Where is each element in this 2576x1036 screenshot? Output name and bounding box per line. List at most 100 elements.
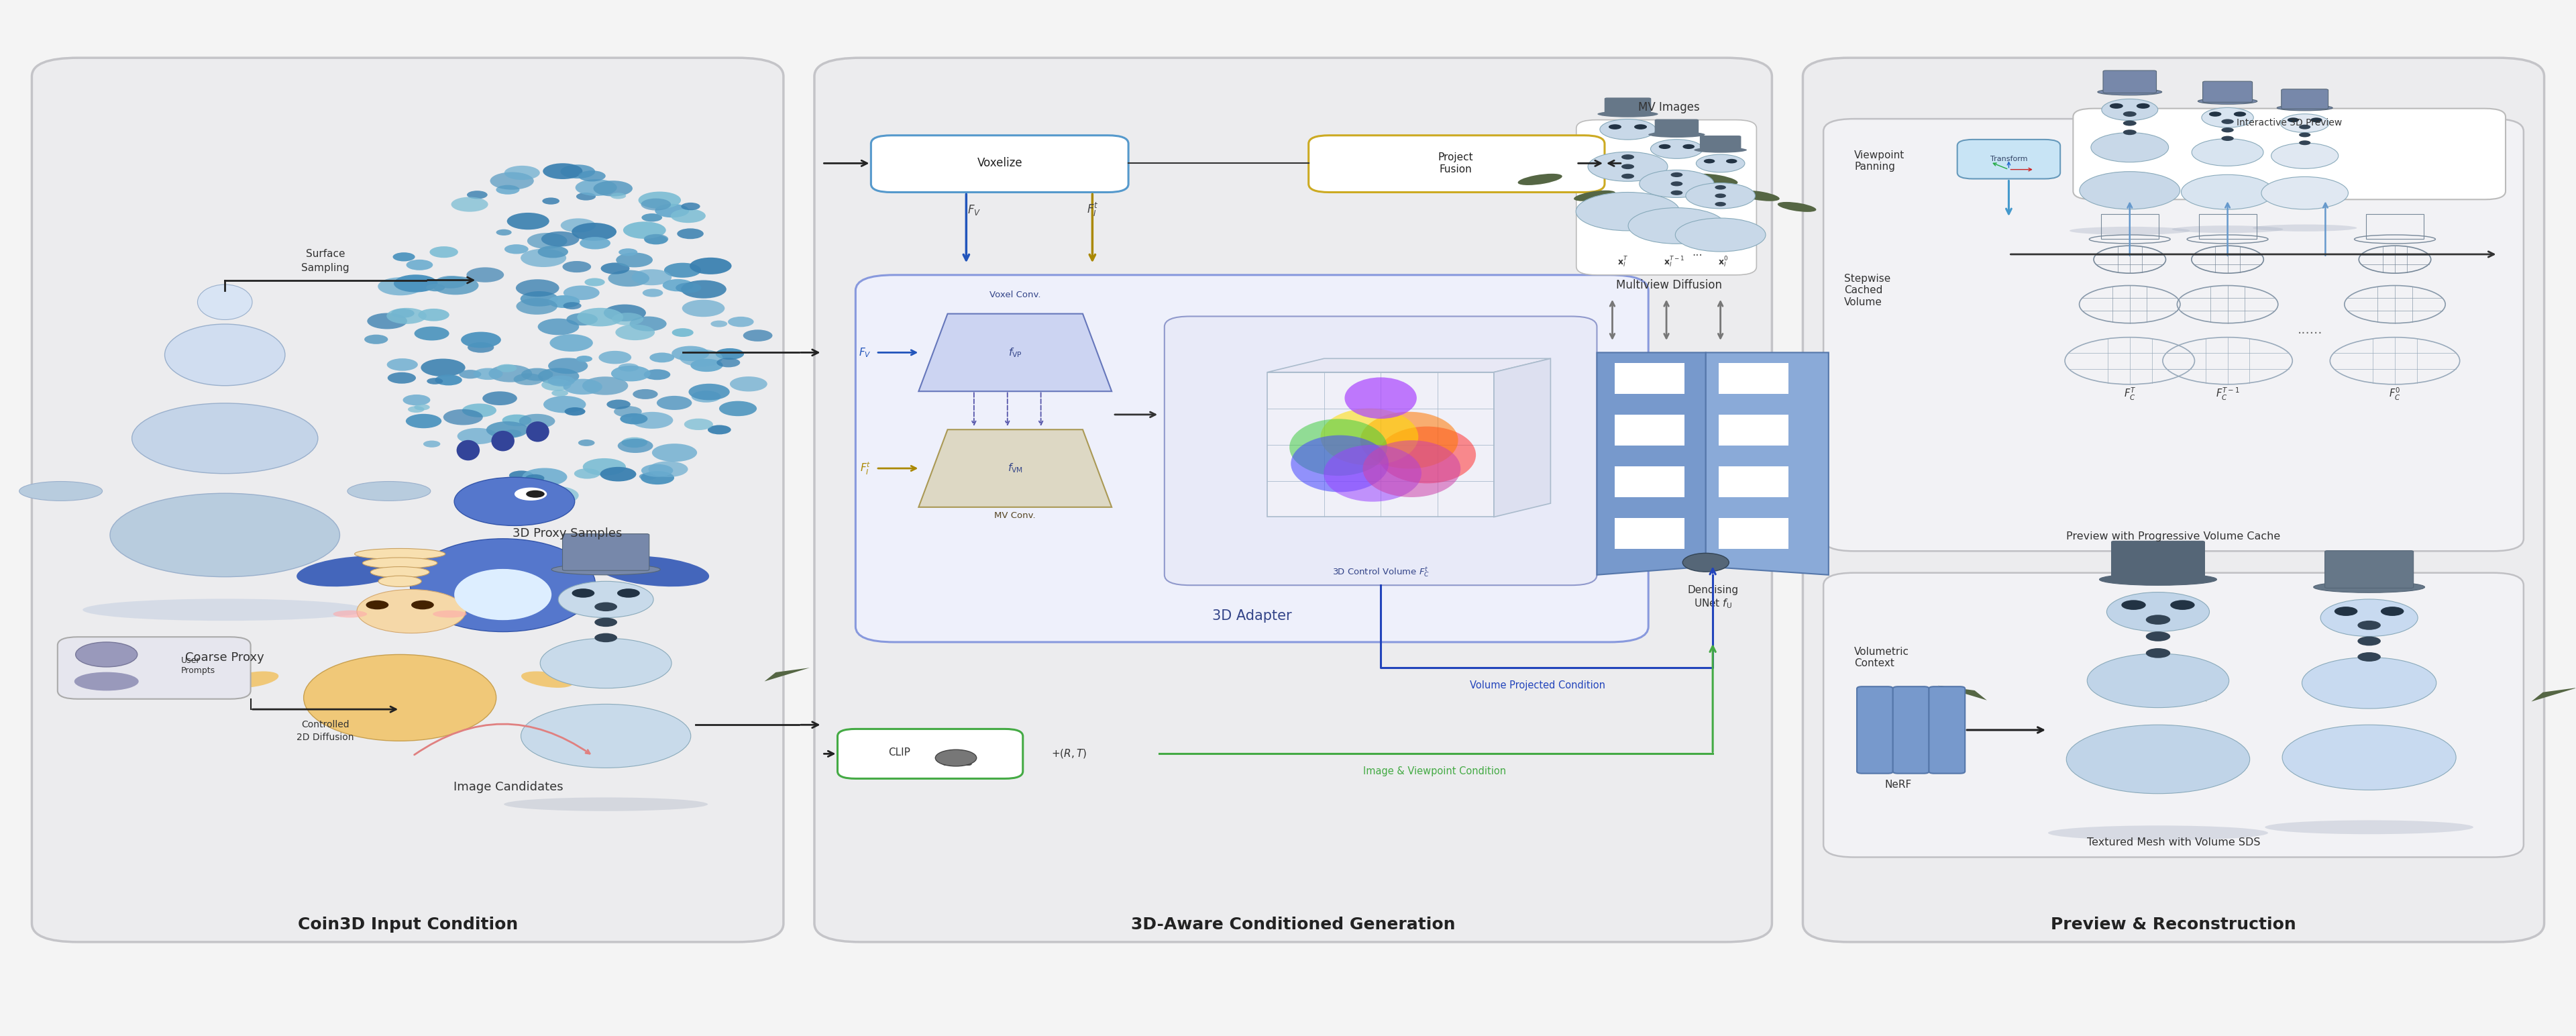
- Circle shape: [600, 467, 636, 482]
- Circle shape: [572, 223, 616, 240]
- FancyBboxPatch shape: [1700, 136, 1741, 151]
- Text: $F_C^T$: $F_C^T$: [2123, 386, 2136, 402]
- Circle shape: [402, 395, 430, 405]
- Circle shape: [451, 197, 487, 211]
- Circle shape: [564, 286, 600, 300]
- Circle shape: [1607, 124, 1620, 130]
- Text: User
Prompts: User Prompts: [180, 657, 216, 675]
- Circle shape: [2123, 111, 2136, 117]
- Circle shape: [598, 351, 631, 364]
- Ellipse shape: [1321, 408, 1419, 465]
- FancyBboxPatch shape: [837, 729, 1023, 779]
- Circle shape: [577, 308, 623, 326]
- Circle shape: [672, 346, 708, 362]
- Circle shape: [386, 372, 415, 383]
- Ellipse shape: [2099, 574, 2218, 585]
- Circle shape: [608, 270, 649, 287]
- Ellipse shape: [2313, 581, 2424, 593]
- Circle shape: [665, 263, 701, 278]
- Ellipse shape: [2264, 821, 2473, 834]
- Circle shape: [366, 600, 389, 609]
- Circle shape: [407, 413, 440, 428]
- Bar: [1615, 518, 1685, 549]
- Circle shape: [2110, 104, 2123, 109]
- Text: $\mathbf{x}_l^T$: $\mathbf{x}_l^T$: [1618, 256, 1628, 269]
- Circle shape: [582, 376, 629, 395]
- Circle shape: [520, 249, 567, 267]
- Ellipse shape: [2048, 826, 2267, 840]
- Circle shape: [435, 375, 461, 385]
- Circle shape: [618, 249, 636, 256]
- Circle shape: [526, 474, 544, 482]
- Circle shape: [641, 289, 662, 297]
- Text: Project
Fusion: Project Fusion: [1437, 152, 1473, 174]
- Circle shape: [935, 750, 976, 767]
- Text: $F_C^0$: $F_C^0$: [2388, 386, 2401, 402]
- Polygon shape: [920, 430, 1113, 508]
- Circle shape: [435, 276, 466, 288]
- Circle shape: [2123, 120, 2136, 125]
- Circle shape: [641, 213, 662, 222]
- Ellipse shape: [559, 581, 654, 617]
- Circle shape: [551, 390, 569, 397]
- Ellipse shape: [492, 431, 515, 452]
- Circle shape: [502, 430, 520, 437]
- Circle shape: [2123, 600, 2146, 610]
- Ellipse shape: [2202, 108, 2254, 127]
- Ellipse shape: [2069, 227, 2190, 235]
- Ellipse shape: [348, 482, 430, 500]
- Ellipse shape: [1574, 191, 1615, 201]
- Ellipse shape: [2277, 105, 2334, 111]
- Ellipse shape: [296, 556, 407, 586]
- Ellipse shape: [363, 557, 438, 569]
- Circle shape: [641, 198, 670, 210]
- Circle shape: [1672, 172, 1682, 177]
- Ellipse shape: [1777, 202, 1816, 212]
- Circle shape: [422, 440, 440, 448]
- Circle shape: [505, 166, 541, 180]
- Circle shape: [729, 317, 755, 327]
- Text: 3D Adapter: 3D Adapter: [1213, 609, 1291, 623]
- Circle shape: [592, 180, 634, 197]
- Ellipse shape: [1345, 377, 1417, 419]
- Circle shape: [562, 165, 595, 178]
- Circle shape: [1672, 181, 1682, 186]
- FancyBboxPatch shape: [2102, 70, 2156, 93]
- Ellipse shape: [75, 672, 139, 691]
- Circle shape: [1620, 174, 1633, 179]
- Circle shape: [708, 425, 732, 434]
- Circle shape: [564, 303, 582, 310]
- Circle shape: [677, 228, 703, 239]
- Ellipse shape: [2097, 89, 2161, 95]
- Ellipse shape: [1577, 193, 1680, 231]
- FancyBboxPatch shape: [943, 755, 971, 766]
- Circle shape: [690, 258, 732, 275]
- Circle shape: [386, 308, 428, 324]
- Circle shape: [621, 437, 647, 448]
- Circle shape: [407, 406, 425, 412]
- Circle shape: [1716, 194, 1726, 198]
- Circle shape: [644, 234, 667, 243]
- Circle shape: [680, 349, 724, 367]
- Circle shape: [711, 320, 726, 327]
- Circle shape: [644, 235, 667, 244]
- Polygon shape: [1494, 358, 1551, 517]
- Text: CLIP: CLIP: [889, 748, 909, 757]
- Polygon shape: [2329, 686, 2378, 700]
- Ellipse shape: [2262, 177, 2349, 209]
- Ellipse shape: [456, 440, 479, 461]
- Circle shape: [595, 633, 618, 642]
- Circle shape: [652, 443, 698, 462]
- Circle shape: [688, 383, 729, 400]
- Circle shape: [1672, 191, 1682, 195]
- Ellipse shape: [82, 599, 368, 621]
- Circle shape: [649, 461, 688, 478]
- Ellipse shape: [198, 285, 252, 320]
- Circle shape: [2210, 112, 2221, 117]
- Circle shape: [1716, 185, 1726, 190]
- Circle shape: [574, 468, 600, 479]
- Text: Textured Mesh with Volume SDS: Textured Mesh with Volume SDS: [2087, 838, 2259, 847]
- Circle shape: [657, 396, 693, 410]
- Circle shape: [631, 269, 672, 285]
- Text: Denoising
UNet $f_{\mathrm{U}}$: Denoising UNet $f_{\mathrm{U}}$: [1687, 585, 1739, 610]
